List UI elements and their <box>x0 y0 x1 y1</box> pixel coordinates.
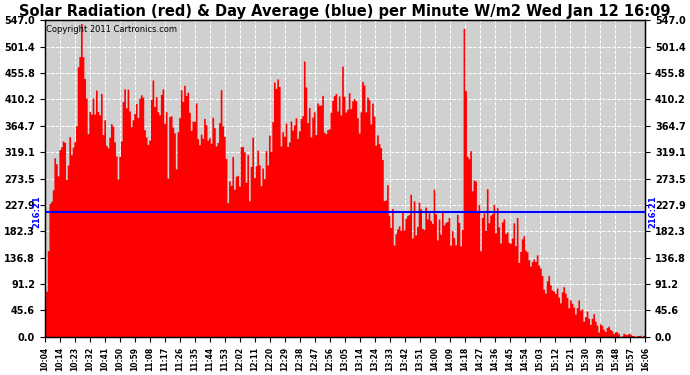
Text: 216:21: 216:21 <box>32 195 42 228</box>
Title: Solar Radiation (red) & Day Average (blue) per Minute W/m2 Wed Jan 12 16:09: Solar Radiation (red) & Day Average (blu… <box>19 4 671 19</box>
Text: Copyright 2011 Cartronics.com: Copyright 2011 Cartronics.com <box>46 25 177 34</box>
Text: 216:21: 216:21 <box>648 195 658 228</box>
